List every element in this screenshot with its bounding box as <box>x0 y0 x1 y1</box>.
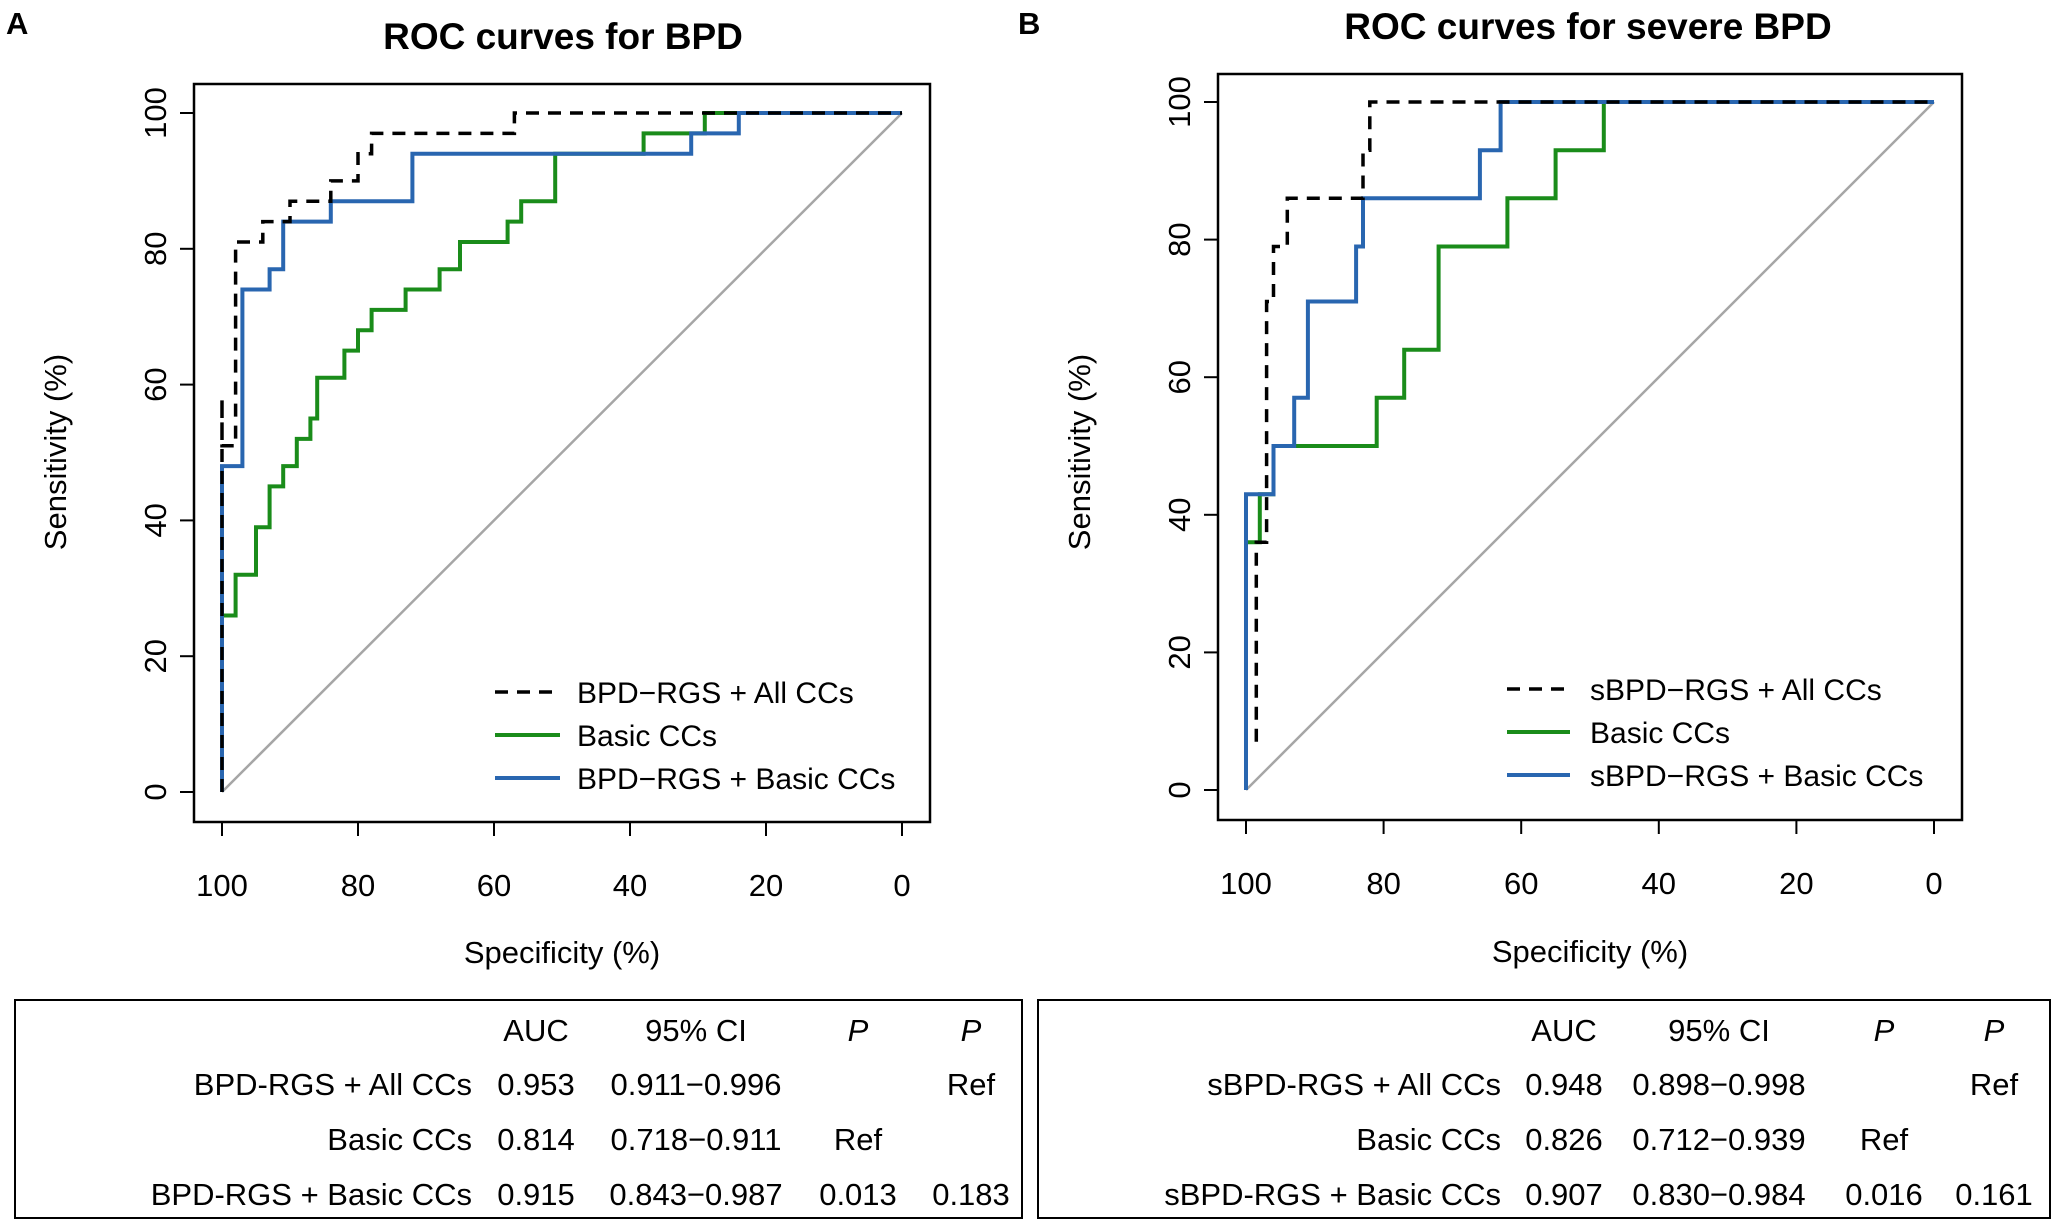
table-b-row3-ci: 0.830−0.984 <box>1632 1177 1806 1212</box>
table-b-row2-name: Basic CCs <box>1356 1122 1501 1157</box>
panel-b-x-tick-label: 0 <box>1925 866 1942 901</box>
panel-a-series-line-1 <box>220 111 902 792</box>
table-a-row3-name: BPD-RGS + Basic CCs <box>150 1177 472 1212</box>
panel-b-legend-label-2: Basic CCs <box>1590 717 1730 750</box>
panel-b-y-tick-label: 20 <box>1162 635 1197 669</box>
panel-a-y-tick-label: 40 <box>138 503 173 537</box>
panel-a-legend-label-3: BPD−RGS + Basic CCs <box>577 763 895 796</box>
panel-b-x-tick-label: 60 <box>1504 866 1538 901</box>
table-b-row1-name: sBPD-RGS + All CCs <box>1207 1067 1501 1102</box>
panel-a-x-tick-label: 20 <box>749 868 783 903</box>
panel-b-y-tick-label: 40 <box>1162 498 1197 532</box>
panel-b-y-tick-label: 80 <box>1162 222 1197 256</box>
panel-a-x-tick-label: 0 <box>893 868 910 903</box>
table-b-header-auc: AUC <box>1531 1013 1597 1048</box>
panel-b-letter: B <box>1018 6 1041 41</box>
panel-a-legend-label-1: BPD−RGS + All CCs <box>577 677 854 710</box>
panel-b-y-axis-label: Sensitivity (%) <box>1062 354 1097 550</box>
table-a-header-p2: P <box>960 1013 982 1048</box>
table-a-row1-p2: Ref <box>946 1067 996 1102</box>
panel-a-title: ROC curves for BPD <box>383 16 743 57</box>
panel-b-plot-frame <box>1216 72 1964 822</box>
panel-b-series-line-3 <box>1244 100 1934 790</box>
panel-b-y-tick-label: 0 <box>1162 781 1197 798</box>
table-a-row1-ci: 0.911−0.996 <box>610 1067 782 1102</box>
panel-b-x-tick-label: 20 <box>1779 866 1813 901</box>
panel-a-y-axis-label: Sensitivity (%) <box>38 354 73 550</box>
table-b-row3-p1: 0.016 <box>1845 1177 1923 1212</box>
panel-b-x-tick-label: 40 <box>1642 866 1676 901</box>
table-a-header-ci: 95% CI <box>645 1013 747 1048</box>
panel-b-legend-label-3: sBPD−RGS + Basic CCs <box>1590 760 1923 793</box>
table-a-row1-auc: 0.953 <box>497 1067 575 1102</box>
panel-a-y-tick-label: 20 <box>138 639 173 673</box>
table-a-row3-ci: 0.843−0.987 <box>609 1177 783 1212</box>
table-b-row2-auc: 0.826 <box>1525 1122 1603 1157</box>
panel-a-x-tick-label: 100 <box>196 868 248 903</box>
panel-a-plot-frame <box>192 82 932 824</box>
table-a-header-auc: AUC <box>503 1013 569 1048</box>
table-a-row2-name: Basic CCs <box>327 1122 472 1157</box>
panel-a-y-tick-label: 80 <box>138 232 173 266</box>
panel-b-reference-diagonal <box>1245 101 1935 791</box>
table-a-row2-auc: 0.814 <box>497 1122 575 1157</box>
panel-a-reference-diagonal <box>221 112 903 793</box>
table-b-header-p2: P <box>1983 1013 2005 1048</box>
table-a-header-p1: P <box>847 1013 869 1048</box>
table-b-row3-auc: 0.907 <box>1525 1177 1603 1212</box>
table-b-row2-ci: 0.712−0.939 <box>1632 1122 1806 1157</box>
table-a-row1-name: BPD-RGS + All CCs <box>193 1067 472 1102</box>
table-b-row1-auc: 0.948 <box>1525 1067 1603 1102</box>
panel-a-letter: A <box>6 6 29 41</box>
panel-b-x-tick-label: 100 <box>1220 866 1272 901</box>
table-b-row2-p1: Ref <box>1859 1122 1909 1157</box>
table-b-row1-ci: 0.898−0.998 <box>1632 1067 1806 1102</box>
table-b-row3-name: sBPD-RGS + Basic CCs <box>1164 1177 1501 1212</box>
panel-b-title: ROC curves for severe BPD <box>1344 6 1832 47</box>
panel-a-y-tick-label: 60 <box>138 367 173 401</box>
panel-b-x-axis-label: Specificity (%) <box>1492 934 1688 969</box>
table-b-row1-p2: Ref <box>1969 1067 2019 1102</box>
panel-a-series-line-2 <box>220 111 902 792</box>
panel-a-x-tick-label: 60 <box>477 868 511 903</box>
table-b-header-ci: 95% CI <box>1668 1013 1770 1048</box>
panel-a-y-tick-label: 100 <box>138 87 173 139</box>
table-a-row3-p1: 0.013 <box>819 1177 897 1212</box>
table-b-header-p1: P <box>1873 1013 1895 1048</box>
panel-a-legend-label-2: Basic CCs <box>577 720 717 753</box>
panel-b-series-line-1 <box>1254 100 1934 742</box>
panel-b-y-tick-label: 100 <box>1162 76 1197 128</box>
panel-a-x-tick-label: 80 <box>341 868 375 903</box>
panel-a-auc-table: AUC 95% CI P P BPD-RGS + All CCs 0.953 0… <box>14 999 1023 1219</box>
panel-b-auc-table: AUC 95% CI P P sBPD-RGS + All CCs 0.948 … <box>1037 999 2051 1219</box>
panel-a-series-line-3 <box>220 111 902 792</box>
table-a-row2-p1: Ref <box>833 1122 883 1157</box>
panel-b-y-tick-label: 60 <box>1162 360 1197 394</box>
table-b-row3-p2: 0.161 <box>1955 1177 2033 1212</box>
table-a-row2-ci: 0.718−0.911 <box>610 1122 782 1157</box>
panel-a-y-tick-label: 0 <box>138 783 173 800</box>
panel-b-x-tick-label: 80 <box>1366 866 1400 901</box>
table-a-row3-auc: 0.915 <box>497 1177 575 1212</box>
panel-a-x-axis-label: Specificity (%) <box>464 935 660 970</box>
table-a-row3-p2: 0.183 <box>932 1177 1010 1212</box>
panel-a-x-tick-label: 40 <box>613 868 647 903</box>
panel-b-legend-label-1: sBPD−RGS + All CCs <box>1590 674 1882 707</box>
